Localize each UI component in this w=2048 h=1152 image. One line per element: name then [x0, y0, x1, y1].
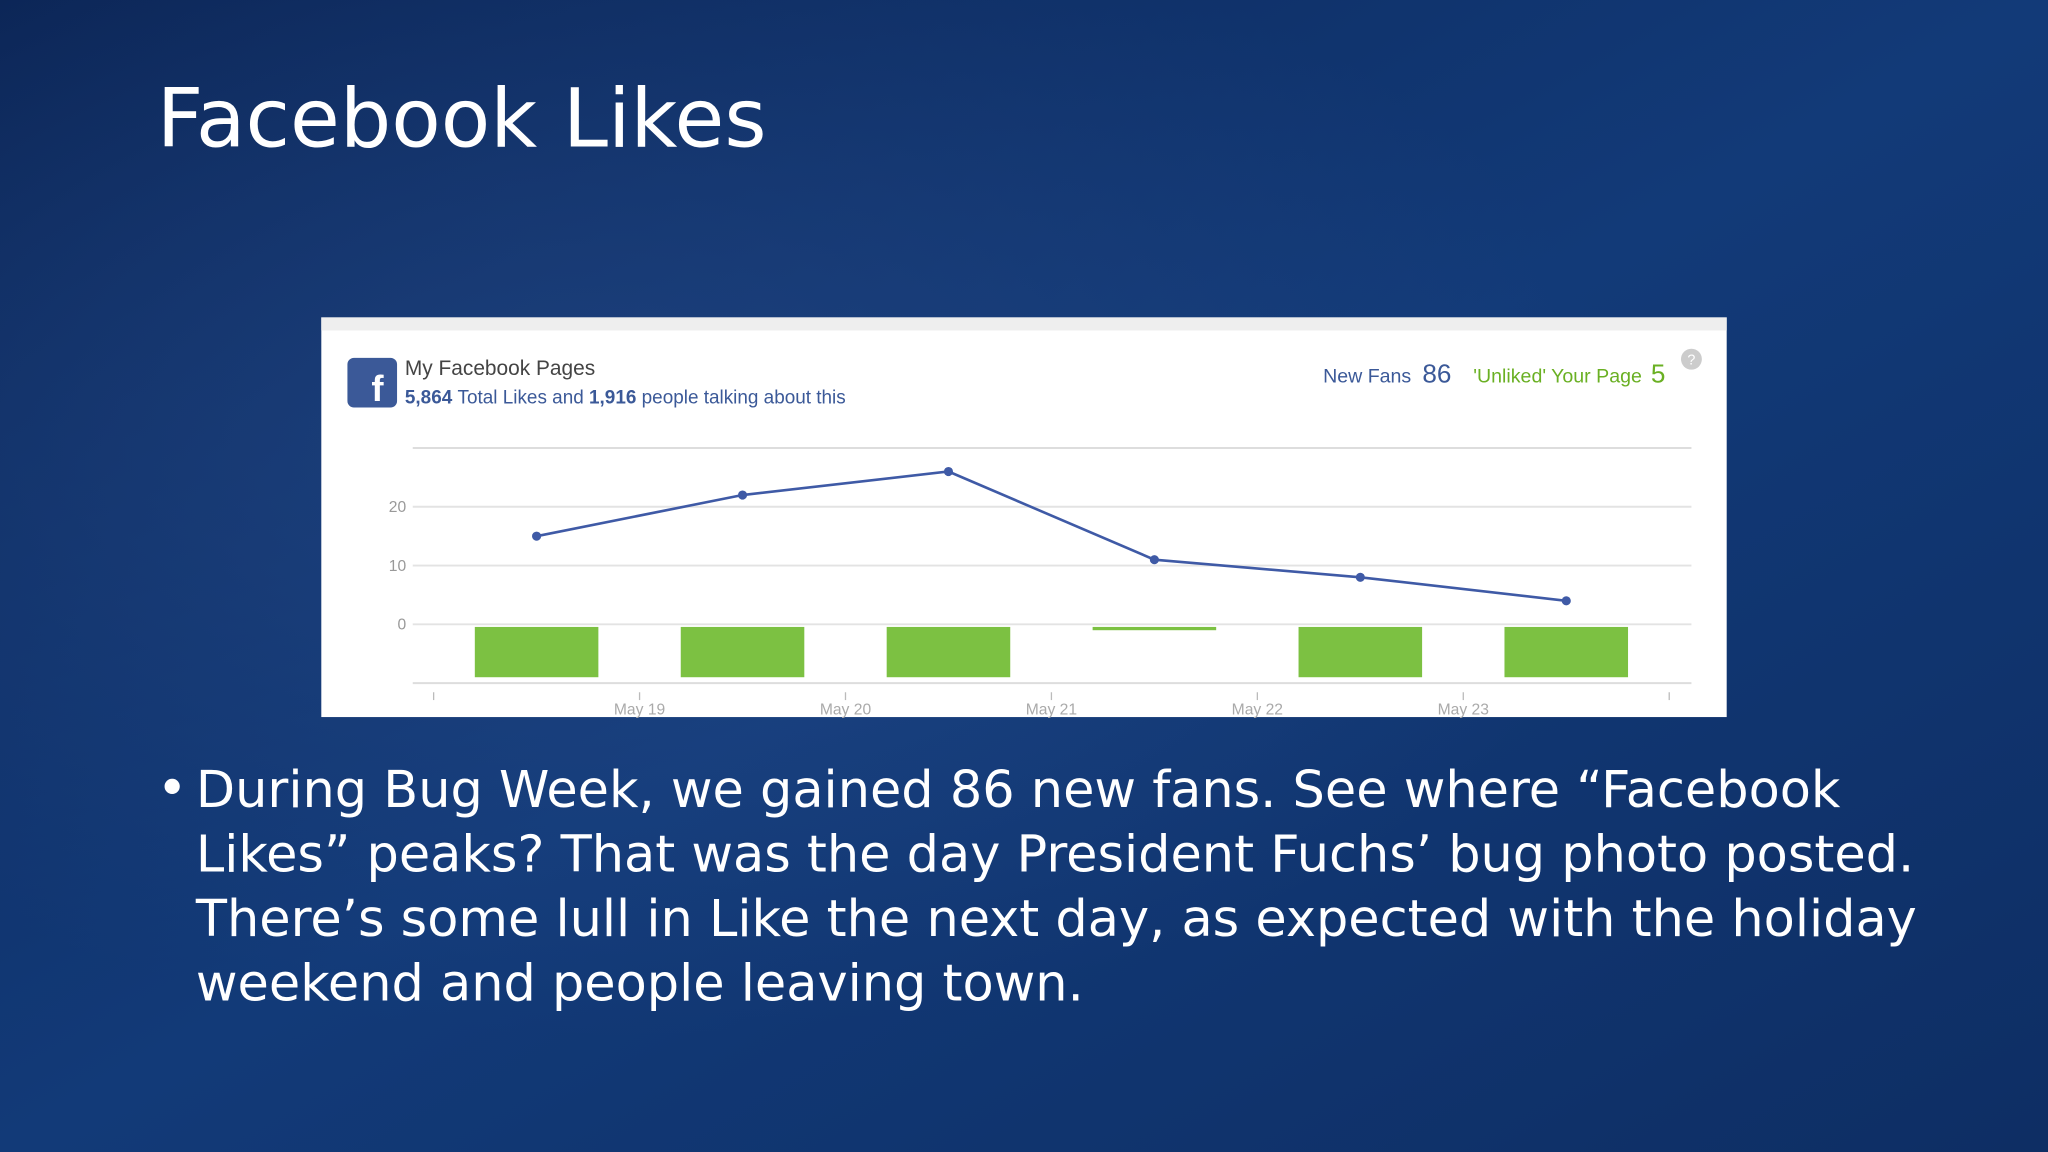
bar [1298, 626, 1423, 678]
unliked-value: 5 [1651, 359, 1666, 389]
bar [1504, 626, 1629, 678]
x-tick-label: May 22 [1232, 701, 1283, 718]
facebook-icon [347, 357, 398, 408]
widget-top-bar [321, 317, 1727, 331]
bar [680, 626, 805, 678]
line-point [1355, 572, 1365, 582]
bullet-text: During Bug Week, we gained 86 new fans. … [195, 761, 1917, 1013]
talking-text: people talking about this [642, 388, 846, 409]
line-point [1149, 555, 1159, 565]
x-tick-label: May 20 [820, 701, 872, 718]
unliked-label: 'Unliked' Your Page [1473, 366, 1642, 388]
bullet-line: During Bug Week, we gained 86 new fans. … [196, 761, 1841, 820]
x-tick-label: May 23 [1438, 701, 1490, 718]
talking-count: 1,916 [589, 388, 636, 409]
slide-title: Facebook Likes [157, 72, 767, 166]
line-point [532, 531, 542, 541]
bar [1092, 626, 1217, 631]
x-tick-label: May 21 [1026, 701, 1077, 718]
y-tick-label: 10 [389, 558, 407, 575]
likes-text: Total Likes and [458, 388, 584, 409]
line-point [737, 490, 748, 500]
y-tick-label: 0 [397, 617, 406, 634]
bullet-line: weekend and people leaving town. [196, 954, 1084, 1013]
line-point [1561, 596, 1571, 606]
help-icon[interactable] [1680, 348, 1702, 370]
new-fans-value: 86 [1422, 359, 1451, 389]
bullet-line: There’s some lull in Like the next day, … [195, 890, 1917, 949]
bar [474, 626, 599, 678]
facebook-icon-letter: f [371, 368, 384, 409]
line [536, 470, 1567, 603]
bullet-dot: • [157, 759, 188, 819]
line-point [943, 466, 954, 477]
y-tick-label: 20 [389, 499, 407, 516]
new-fans-label: New Fans [1323, 366, 1411, 388]
help-icon-text[interactable]: ? [1687, 352, 1695, 368]
bullet-line: Likes” peaks? That was the day President… [196, 826, 1914, 885]
x-tick-label: May 19 [614, 701, 665, 718]
bar [886, 626, 1011, 678]
widget-stats: 5,864 Total Likes and 1,916 people talki… [405, 388, 846, 409]
chart: 0 10 20 May 19 May 20 May 21 May 22 May 23 [389, 447, 1692, 718]
widget-heading: My Facebook Pages [405, 357, 595, 380]
total-likes: 5,864 [405, 388, 453, 409]
